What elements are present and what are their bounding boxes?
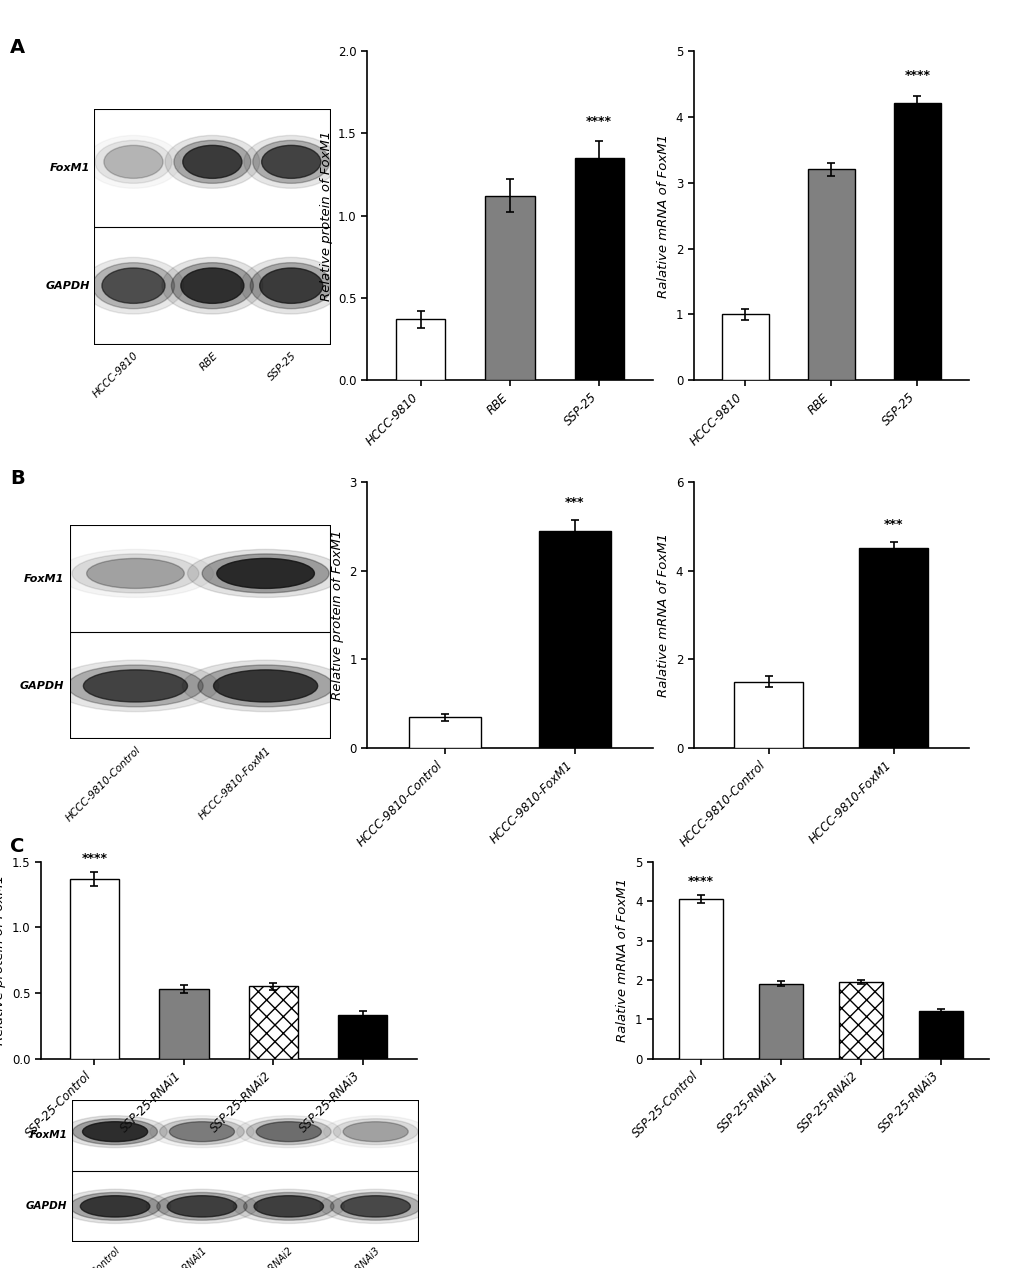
Bar — [679, 899, 722, 1059]
Bar — [159, 989, 208, 1059]
Y-axis label: Relative protein of FoxM1: Relative protein of FoxM1 — [330, 530, 343, 700]
Y-axis label: Relative protein of FoxM1: Relative protein of FoxM1 — [319, 131, 332, 301]
Bar — [539, 530, 610, 748]
Text: ***: *** — [565, 496, 584, 510]
Bar — [839, 981, 882, 1059]
Y-axis label: Ralative mRNA of FoxM1: Ralative mRNA of FoxM1 — [656, 133, 669, 298]
Y-axis label: Ralative mRNA of FoxM1: Ralative mRNA of FoxM1 — [656, 533, 669, 697]
Text: A: A — [10, 38, 25, 57]
Bar — [70, 879, 119, 1059]
Text: ***: *** — [883, 519, 903, 531]
Bar — [485, 195, 534, 380]
Bar — [734, 682, 802, 748]
Text: B: B — [10, 469, 24, 488]
Y-axis label: Ralative mRNA of FoxM1: Ralative mRNA of FoxM1 — [615, 879, 629, 1042]
Bar — [574, 158, 624, 380]
Text: ****: **** — [586, 115, 611, 128]
Bar — [859, 549, 927, 748]
Bar — [249, 987, 298, 1059]
Bar — [758, 984, 802, 1059]
Y-axis label: Relative protein of FoxM1: Relative protein of FoxM1 — [0, 875, 6, 1045]
Text: ****: **** — [904, 70, 929, 82]
Bar — [893, 104, 941, 380]
Bar — [807, 170, 854, 380]
Text: ****: **** — [82, 852, 107, 865]
Text: ****: **** — [687, 875, 713, 888]
Bar — [395, 320, 445, 380]
Bar — [918, 1012, 962, 1059]
Bar — [409, 718, 480, 748]
Bar — [720, 314, 768, 380]
Bar — [338, 1016, 387, 1059]
Text: C: C — [10, 837, 24, 856]
